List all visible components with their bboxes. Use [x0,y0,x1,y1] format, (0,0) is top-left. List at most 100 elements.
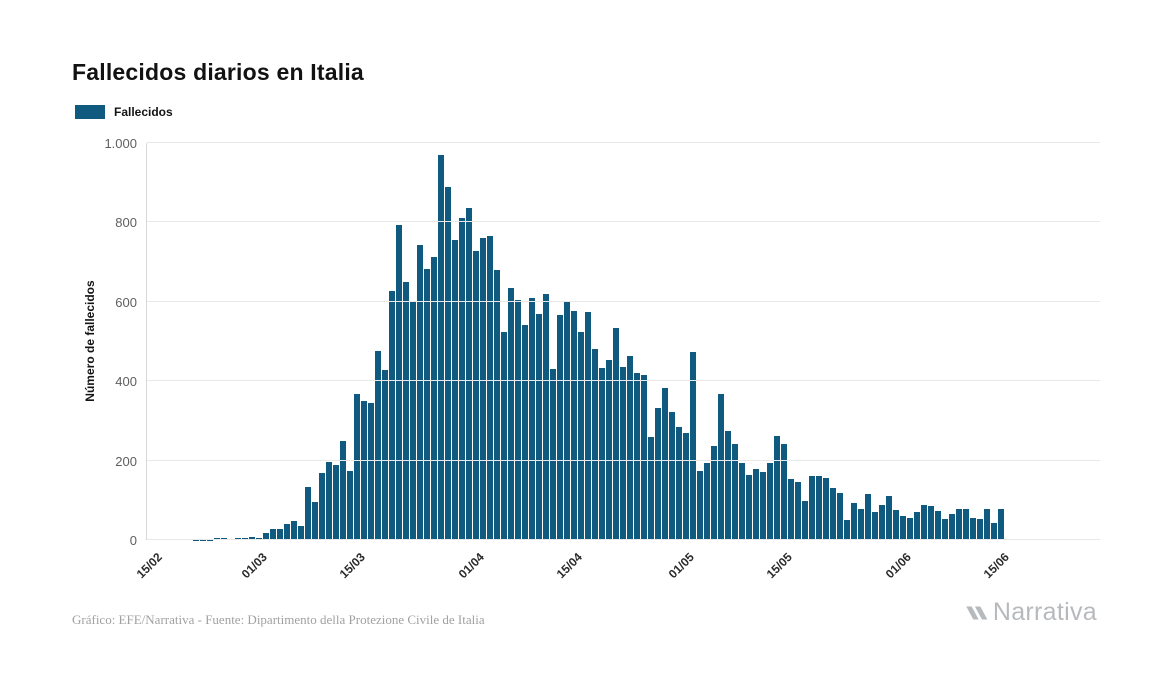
bar [662,388,668,540]
bar [466,207,472,540]
bar [851,503,857,540]
bar [396,225,402,540]
bar [480,238,486,540]
x-tick-label: 01/03 [238,550,270,582]
bar [382,370,388,540]
bars-container [151,143,1005,540]
bar [347,470,353,540]
bar [249,536,255,540]
y-tick-label: 200 [115,453,137,469]
bar [984,509,990,540]
bar [823,478,829,540]
bar [963,508,969,540]
bar [802,500,808,540]
bar [900,516,906,540]
bar [326,462,332,540]
gridline [147,221,1100,223]
bar [585,311,591,540]
legend-label: Fallecidos [114,105,173,119]
bar [872,512,878,540]
bar [403,281,409,540]
bar [361,401,367,540]
legend: Fallecidos [75,105,173,119]
bar [732,443,738,540]
gridline [147,380,1100,382]
gridline [147,142,1100,143]
bar [760,471,766,540]
bar [452,239,458,540]
y-tick-label: 0 [129,533,137,548]
bar [886,495,892,540]
bar [879,505,885,540]
bar [564,301,570,540]
bar [781,443,787,540]
bar [263,532,269,540]
gridline [147,539,1100,540]
y-tick-label: 600 [115,294,137,310]
bar [676,426,682,540]
bar [543,294,549,540]
bar [424,268,430,540]
bar [655,407,661,540]
bar [354,393,360,540]
bar [501,331,507,540]
bar [578,331,584,540]
bar [669,411,675,540]
x-tick-label: 15/06 [980,550,1012,582]
bar [991,522,997,540]
bar [410,301,416,540]
bar [704,462,710,540]
y-tick-label: 400 [115,374,137,390]
bar [431,257,437,540]
bar [683,433,689,540]
bar [277,528,283,540]
bar [830,488,836,540]
bar [508,287,514,540]
bar [557,315,563,540]
bar [690,351,696,540]
bar [774,436,780,540]
bar [942,518,948,540]
y-tick-label: 800 [115,215,137,231]
bar [648,436,654,540]
gridline [147,459,1100,461]
bar [515,300,521,540]
source-credit: Gráfico: EFE/Narrativa - Fuente: Diparti… [72,612,485,627]
x-tick-label: 01/05 [665,550,697,582]
x-tick-label: 15/03 [336,550,368,582]
bar [494,269,500,540]
bar [627,355,633,540]
bar [837,492,843,540]
bar [767,462,773,540]
bar [284,523,290,540]
bar [340,440,346,540]
bar [858,509,864,540]
bar [333,464,339,540]
bar [305,487,311,540]
bar [270,529,276,540]
bar [592,348,598,540]
bar [697,470,703,540]
bar [571,310,577,540]
bar [844,520,850,540]
x-tick-label: 01/06 [882,550,914,582]
bar [606,359,612,540]
bar [865,493,871,540]
bar [970,517,976,540]
bar [998,509,1004,540]
bar [739,462,745,540]
bar [914,511,920,540]
x-tick-label: 15/04 [553,550,585,582]
bar [977,518,983,540]
bar [459,217,465,540]
bar [529,297,535,540]
bar [291,520,297,540]
bar [935,511,941,540]
bar [599,368,605,540]
y-axis-title: Número de fallecidos [83,280,97,402]
bar [795,482,801,540]
bar [473,251,479,540]
gridline [147,300,1100,302]
plot-area: 0 200 400 600 800 1.000 15/02 01/03 15/03 01/04 15… [104,136,1100,581]
